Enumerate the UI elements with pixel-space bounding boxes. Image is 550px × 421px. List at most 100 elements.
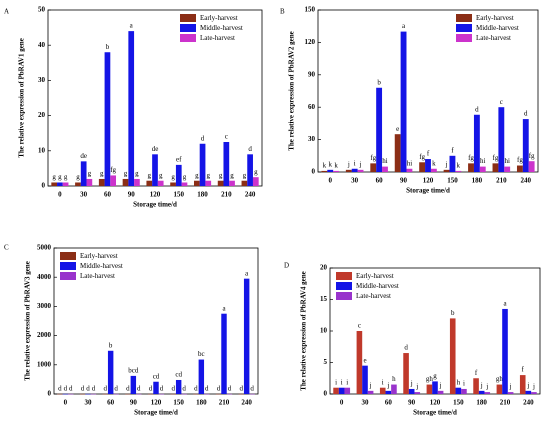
bar bbox=[217, 180, 224, 186]
bar bbox=[522, 119, 529, 172]
significance-letter: j bbox=[439, 381, 442, 389]
significance-letter: i bbox=[382, 378, 384, 386]
bar bbox=[345, 169, 352, 172]
bar bbox=[519, 375, 526, 394]
y-axis-label: The relative expression of PbRAV2 gene bbox=[288, 31, 296, 151]
significance-letter: hi bbox=[407, 159, 413, 167]
significance-letter: a bbox=[503, 300, 507, 308]
bar bbox=[385, 390, 392, 394]
bar bbox=[181, 182, 188, 186]
bar bbox=[153, 381, 159, 394]
significance-letter: d bbox=[64, 384, 68, 392]
significance-letter: f bbox=[522, 366, 525, 374]
bar bbox=[102, 393, 108, 395]
significance-letter: cd bbox=[175, 371, 182, 379]
significance-letter: k bbox=[328, 160, 332, 168]
bar bbox=[229, 180, 235, 186]
x-axis-label: Storage time/d bbox=[134, 409, 178, 416]
bar bbox=[130, 375, 137, 394]
significance-letter: c bbox=[500, 98, 503, 106]
significance-letter: hi bbox=[382, 157, 388, 165]
bar bbox=[107, 350, 114, 394]
bar bbox=[223, 142, 230, 186]
legend-label: Early-harvest bbox=[200, 14, 238, 22]
significance-letter: i bbox=[346, 378, 348, 386]
significance-letter: d bbox=[126, 384, 130, 392]
legend-swatch bbox=[336, 282, 352, 290]
legend-label: Early-harvest bbox=[476, 14, 514, 22]
x-tick-label: 90 bbox=[400, 177, 408, 185]
significance-letter: g bbox=[243, 171, 247, 179]
x-tick-label: 240 bbox=[245, 191, 256, 199]
significance-letter: i bbox=[335, 378, 337, 386]
bar bbox=[449, 155, 456, 172]
y-tick-label: 10 bbox=[38, 146, 46, 154]
x-tick-label: 210 bbox=[496, 177, 507, 185]
bar bbox=[370, 163, 377, 172]
bar bbox=[249, 393, 255, 395]
significance-letter: hi bbox=[504, 157, 510, 165]
y-tick-label: 0 bbox=[324, 390, 328, 398]
x-tick-label: 210 bbox=[221, 191, 232, 199]
significance-letter: fg bbox=[110, 166, 116, 174]
bar bbox=[449, 318, 456, 394]
bar bbox=[86, 178, 93, 186]
x-tick-label: 30 bbox=[362, 399, 370, 407]
bar bbox=[455, 170, 462, 172]
bar bbox=[414, 392, 421, 394]
bar bbox=[128, 31, 135, 187]
bar bbox=[333, 387, 339, 394]
x-tick-label: 60 bbox=[385, 399, 393, 407]
significance-letter: a bbox=[222, 304, 226, 312]
significance-letter: gh bbox=[426, 375, 434, 383]
bar bbox=[382, 166, 388, 172]
bar bbox=[376, 87, 383, 172]
significance-letter: cd bbox=[153, 372, 160, 380]
significance-letter: i bbox=[341, 378, 343, 386]
significance-letter: b bbox=[377, 78, 381, 86]
legend-label: Late-harvest bbox=[476, 34, 511, 42]
bar bbox=[90, 393, 97, 395]
bar bbox=[147, 393, 154, 395]
significance-letter: d bbox=[228, 384, 232, 392]
bar bbox=[455, 387, 462, 394]
y-tick-label: 20 bbox=[320, 264, 328, 272]
significance-letter: g bbox=[433, 372, 437, 380]
significance-letter: g bbox=[52, 173, 56, 181]
bar bbox=[79, 393, 86, 395]
significance-letter: g bbox=[171, 173, 175, 181]
legend-swatch bbox=[456, 24, 472, 32]
significance-letter: j bbox=[415, 383, 418, 391]
y-tick-label: 0 bbox=[48, 390, 52, 398]
bar bbox=[333, 170, 340, 172]
bar bbox=[57, 393, 63, 395]
significance-letter: j bbox=[509, 383, 512, 391]
bar bbox=[478, 390, 485, 394]
significance-letter: g bbox=[88, 170, 92, 178]
bar bbox=[243, 278, 250, 394]
significance-letter: d bbox=[217, 384, 221, 392]
x-tick-label: 120 bbox=[151, 399, 162, 407]
bar bbox=[199, 143, 206, 186]
x-tick-label: 60 bbox=[376, 177, 384, 185]
x-axis-label: Storage time/d bbox=[406, 187, 450, 195]
bar bbox=[327, 169, 334, 172]
bar bbox=[181, 393, 187, 395]
significance-letter: k bbox=[432, 159, 436, 167]
significance-letter: d bbox=[149, 384, 153, 392]
bar bbox=[104, 52, 111, 186]
y-tick-label: 4000 bbox=[37, 273, 52, 281]
y-tick-label: 5000 bbox=[37, 244, 52, 252]
bar bbox=[400, 31, 407, 172]
bar bbox=[502, 308, 508, 394]
legend-swatch bbox=[456, 14, 472, 22]
significance-letter: g bbox=[207, 171, 211, 179]
bar bbox=[351, 168, 358, 172]
significance-letter: b bbox=[109, 341, 113, 349]
x-tick-label: 240 bbox=[523, 399, 534, 407]
legend-label: Late-harvest bbox=[200, 34, 235, 42]
bar bbox=[430, 168, 437, 172]
bar bbox=[75, 182, 81, 186]
significance-letter: b bbox=[451, 309, 455, 317]
